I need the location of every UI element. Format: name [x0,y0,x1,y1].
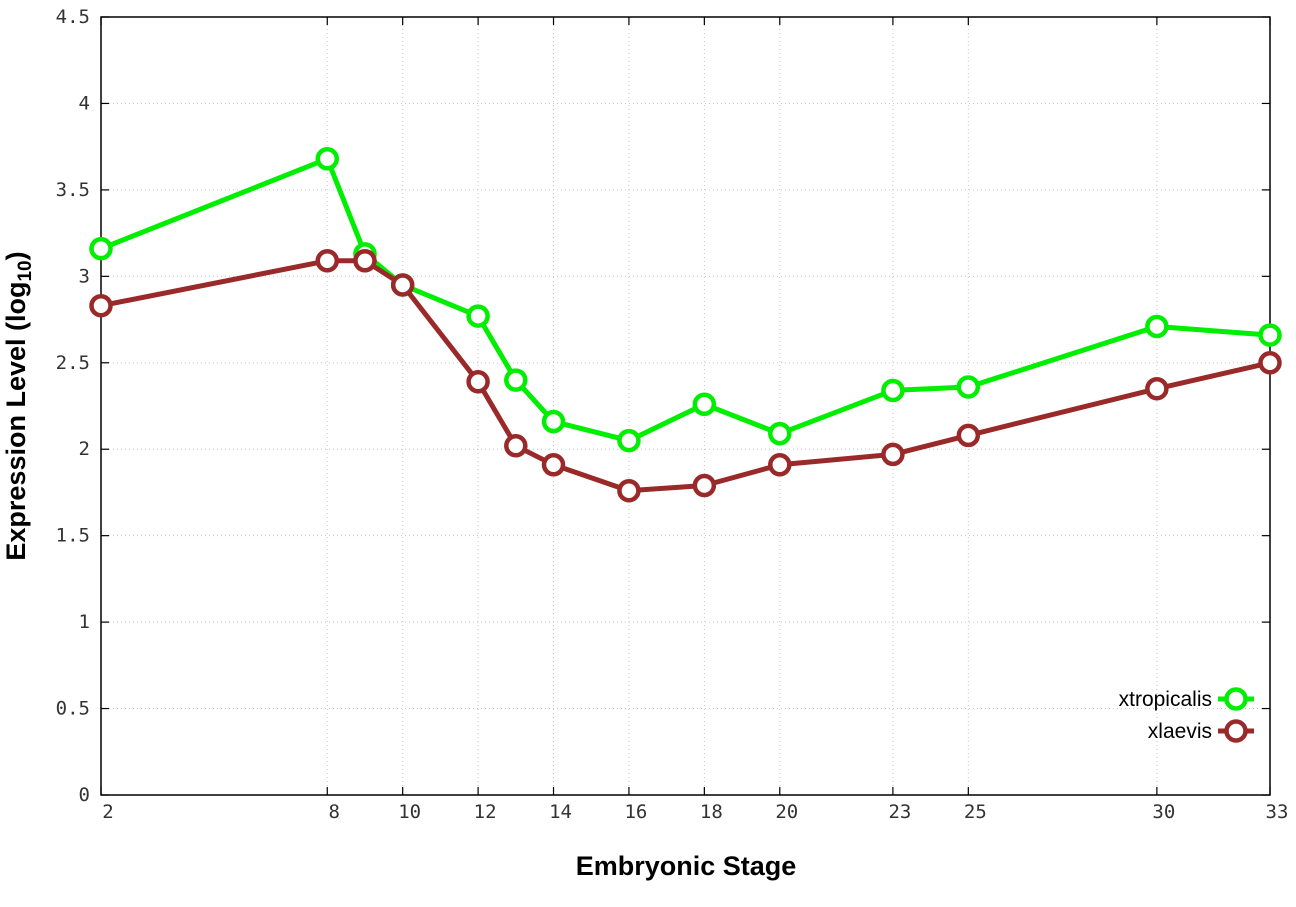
y-axis-title-subscript: 10 [15,260,36,281]
data-point [89,293,113,318]
grid [101,17,1270,795]
data-point [956,423,981,448]
legend-label: xlaevis [1148,720,1212,743]
data-point [1258,323,1282,347]
x-axis-title: Embryonic Stage [576,851,797,881]
data-point [881,378,905,403]
series-line [100,258,1271,494]
y-tick-label: 1 [79,611,90,633]
data-point [881,442,905,467]
y-axis: 0 0.5 1 1.5 2 2.5 3 3.5 4 4.5 [56,6,1270,806]
data-point [504,368,528,392]
data-point [768,453,792,477]
series-xlaevis [89,249,1282,503]
y-tick-label: 4 [79,92,90,114]
data-point [1145,376,1169,401]
x-tick-label: 10 [398,801,421,823]
x-tick-label: 20 [775,801,798,823]
data-point [466,370,490,394]
y-tick-label: 1.5 [56,525,90,547]
data-point [617,478,641,503]
y-axis-title: Expression Level (log10) [1,251,36,560]
x-tick-label: 14 [549,801,572,823]
x-tick-label: 2 [102,801,113,823]
legend-marker [1224,687,1248,711]
data-point [89,236,113,261]
y-tick-label: 0.5 [56,698,90,720]
legend: xtropicalis xlaevis [1119,687,1254,743]
data-point [1145,314,1169,339]
data-point [692,473,717,498]
y-tick-label: 0 [79,784,90,806]
y-tick-label: 2.5 [56,352,90,374]
legend-entry: xtropicalis [1119,687,1254,711]
series-layer [89,147,1282,503]
data-point [353,249,377,273]
y-tick-label: 3 [79,265,90,287]
legend-marker [1224,719,1248,743]
plot-frame [100,16,1271,796]
data-point [315,249,340,273]
legend-label: xtropicalis [1119,688,1212,711]
data-point [504,434,528,458]
y-tick-label: 3.5 [56,179,90,201]
y-axis-title-main: Expression Level (log [1,282,31,561]
data-point [617,428,641,453]
legend-entry: xlaevis [1148,719,1254,743]
y-axis-title-close: ) [1,251,31,260]
series-line [100,156,1271,444]
y-tick-label: 4.5 [56,6,90,28]
data-point [541,453,566,477]
x-tick-label: 30 [1152,801,1175,823]
data-point [956,375,981,399]
x-tick-label: 12 [474,801,497,823]
data-point [1258,351,1282,375]
x-tick-label: 18 [700,801,723,823]
x-tick-label: 8 [329,801,340,823]
x-tick-label: 16 [624,801,647,823]
x-tick-label: 33 [1266,801,1289,823]
data-point [466,304,490,328]
data-point [390,273,415,297]
x-tick-label: 25 [964,801,987,823]
x-tick-label: 23 [888,801,911,823]
y-tick-label: 2 [79,438,90,460]
data-point [315,147,340,171]
data-point [768,421,792,446]
data-point [692,392,717,417]
x-axis: 2 8 10 12 14 16 18 20 23 25 30 33 [100,17,1289,823]
data-point [541,409,566,434]
